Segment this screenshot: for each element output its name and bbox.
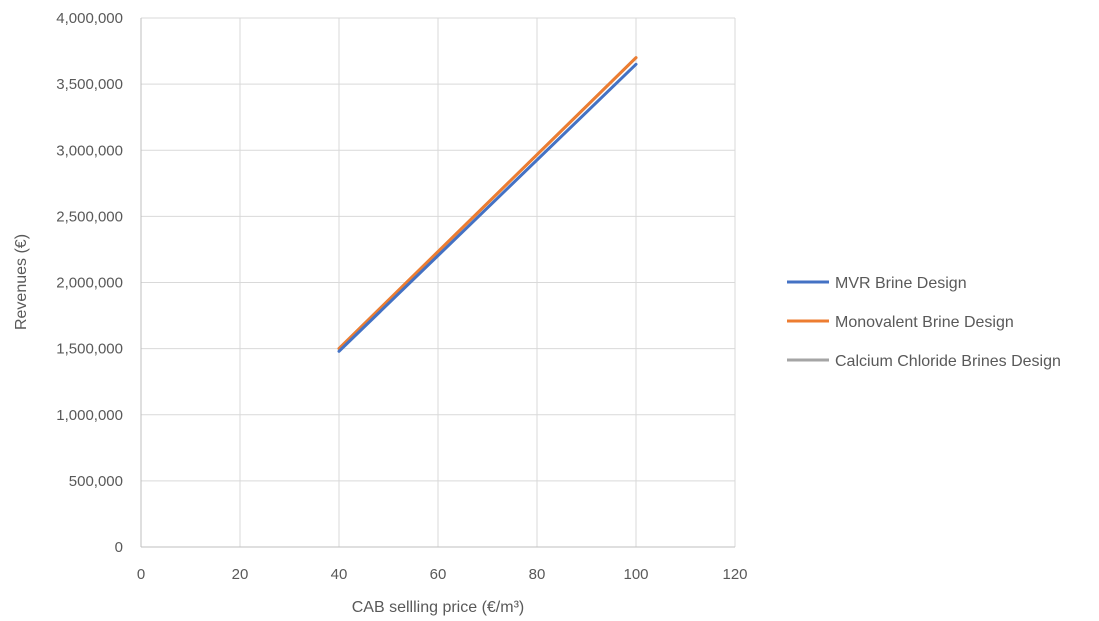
legend-label: Calcium Chloride Brines Design: [835, 353, 1061, 370]
y-tick-label: 3,500,000: [56, 76, 123, 93]
y-tick-label: 3,000,000: [56, 142, 123, 159]
axes: [140, 18, 735, 548]
tick-labels: 0 500,000 1,000,000 1,500,000 2,000,000 2,500…: [56, 10, 747, 583]
y-tick-label: 500,000: [69, 473, 123, 490]
x-tick-label: 80: [529, 566, 546, 583]
y-tick-label: 1,000,000: [56, 407, 123, 424]
x-tick-label: 40: [331, 566, 348, 583]
gridlines: [141, 17, 736, 547]
y-tick-label: 1,500,000: [56, 341, 123, 358]
x-tick-label: 120: [722, 566, 747, 583]
legend-label: Monovalent Brine Design: [835, 314, 1014, 331]
y-tick-label: 0: [115, 539, 123, 556]
legend: MVR Brine Design Monovalent Brine Design C…: [787, 275, 1061, 370]
y-tick-label: 4,000,000: [56, 10, 123, 27]
legend-label: MVR Brine Design: [835, 275, 967, 292]
y-tick-label: 2,500,000: [56, 208, 123, 225]
x-tick-label: 20: [232, 566, 249, 583]
series-line-monovalent-brine-design: [337, 56, 638, 351]
y-tick-label: 2,000,000: [56, 275, 123, 292]
x-tick-label: 60: [430, 566, 447, 583]
series-line-mvr-brine-design: [337, 62, 638, 353]
x-tick-label: 0: [137, 566, 145, 583]
x-axis-title: CAB sellling price (€/m³): [352, 599, 524, 616]
y-axis-title: Revenues (€): [13, 234, 30, 330]
x-tick-label: 100: [623, 566, 648, 583]
series-lines: [337, 56, 638, 353]
